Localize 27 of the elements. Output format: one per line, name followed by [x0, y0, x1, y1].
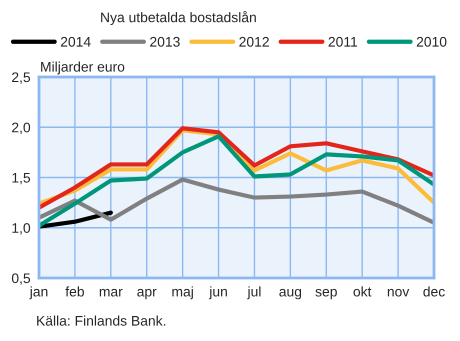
x-tick-label: nov: [388, 288, 410, 297]
x-tick-label: mar: [100, 288, 123, 297]
x-tick-label: aug: [279, 288, 302, 300]
legend-label: 2012: [239, 36, 269, 47]
y-axis-title: Miljarder euro: [41, 62, 124, 74]
x-tick-label: jul: [247, 286, 260, 300]
x-tick-label: maj: [172, 286, 193, 300]
line-series: [39, 177, 434, 225]
legend-label: 2011: [328, 36, 358, 47]
text: Källa: Finlands Bank.: [37, 316, 166, 326]
line-series: [39, 134, 434, 228]
y-tick-label: 1,5: [12, 172, 30, 184]
legend-label: 2014: [60, 36, 91, 47]
chart-title: Nya utbetalda bostadslån: [101, 10, 256, 26]
legend-label: 2013: [150, 36, 180, 47]
x-tick-label: jan: [29, 286, 48, 300]
y-tick-label: 2,0: [12, 122, 30, 134]
x-tick-label: dec: [423, 286, 445, 297]
y-tick-label: 1,0: [12, 223, 30, 235]
x-tick-label: sep: [315, 288, 337, 300]
legend-label: 2010: [416, 36, 446, 47]
x-tick-label: okt: [354, 286, 372, 297]
y-tick-label: 0,5: [12, 273, 30, 285]
y-tick-label: 2,5: [12, 72, 30, 84]
x-tick-label: apr: [137, 288, 157, 300]
x-tick-label: jun: [208, 286, 227, 300]
x-tick-label: feb: [65, 286, 84, 297]
